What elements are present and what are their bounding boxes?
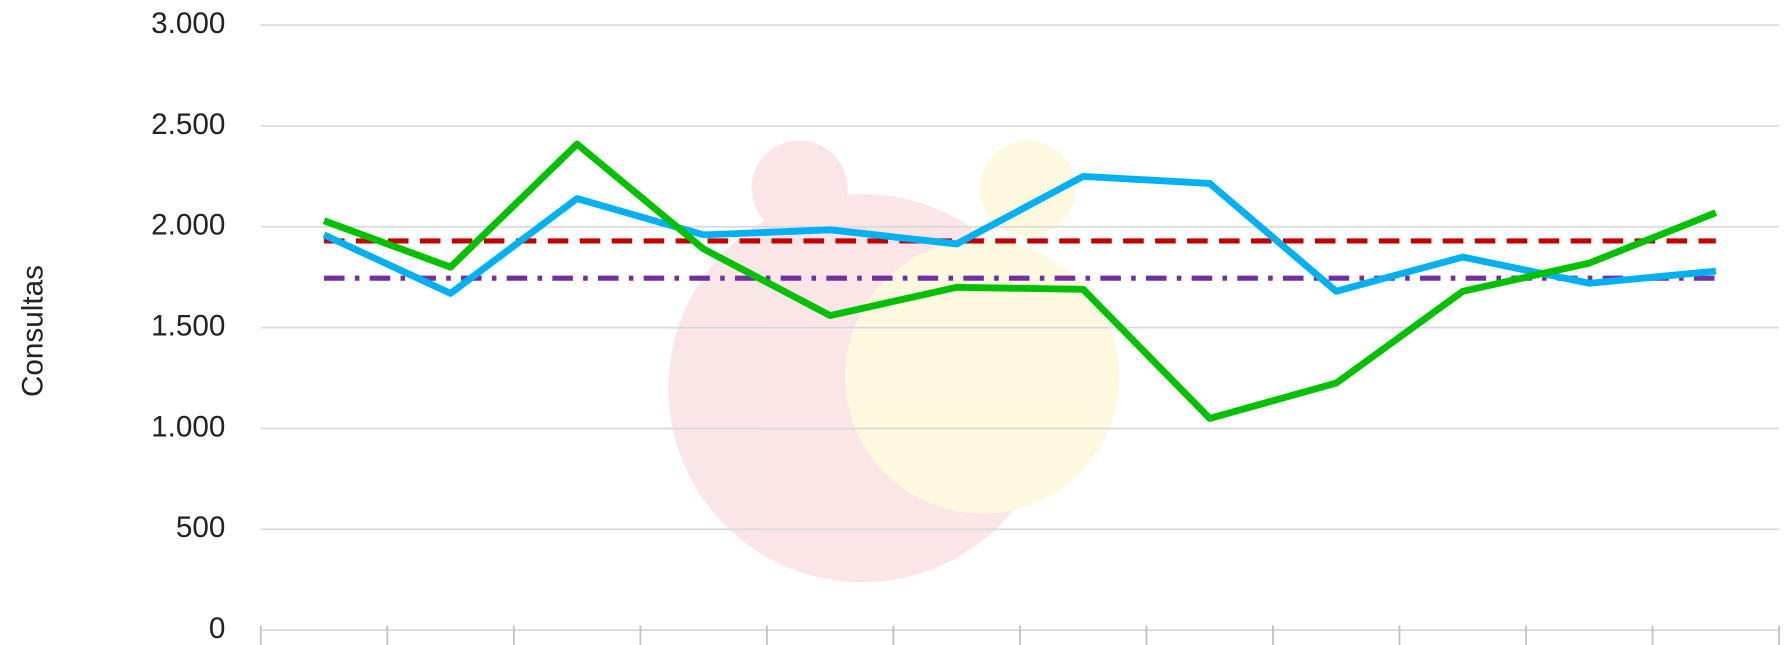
x-tick-label: Ene xyxy=(298,644,351,645)
x-tick-label: Jul xyxy=(1064,644,1102,645)
y-tick-label: 0 xyxy=(209,612,226,645)
watermark xyxy=(668,140,1120,583)
x-tick-label: Mar xyxy=(552,644,603,645)
series-line xyxy=(322,172,1717,297)
y-axis-label: Consultas xyxy=(17,265,50,397)
x-tick-label: Feb xyxy=(425,644,476,645)
x-tick-label: Dic xyxy=(1694,644,1737,645)
y-tick-label: 500 xyxy=(176,511,226,544)
x-tick-label: Nov xyxy=(1563,644,1616,645)
x-tick-label: Ago xyxy=(1183,644,1236,645)
y-tick-label: 1.000 xyxy=(151,410,225,443)
y-tick-label: 2.000 xyxy=(151,209,225,242)
x-tick-label: May xyxy=(802,644,858,645)
x-tick-label: Oct xyxy=(1440,644,1487,645)
y-tick-label: 1.500 xyxy=(151,309,225,342)
x-tick-label: Sep xyxy=(1310,644,1363,645)
series-line xyxy=(322,140,1718,422)
y-tick-label: 2.500 xyxy=(151,108,225,141)
x-tick-label: Abr xyxy=(681,644,727,645)
y-tick-label: 3.000 xyxy=(151,7,225,40)
x-tick-label: Jun xyxy=(933,644,981,645)
